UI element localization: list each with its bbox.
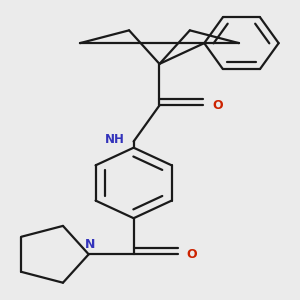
Text: NH: NH <box>105 134 125 146</box>
Text: N: N <box>85 238 95 251</box>
Text: O: O <box>212 99 223 112</box>
Text: O: O <box>187 248 197 261</box>
